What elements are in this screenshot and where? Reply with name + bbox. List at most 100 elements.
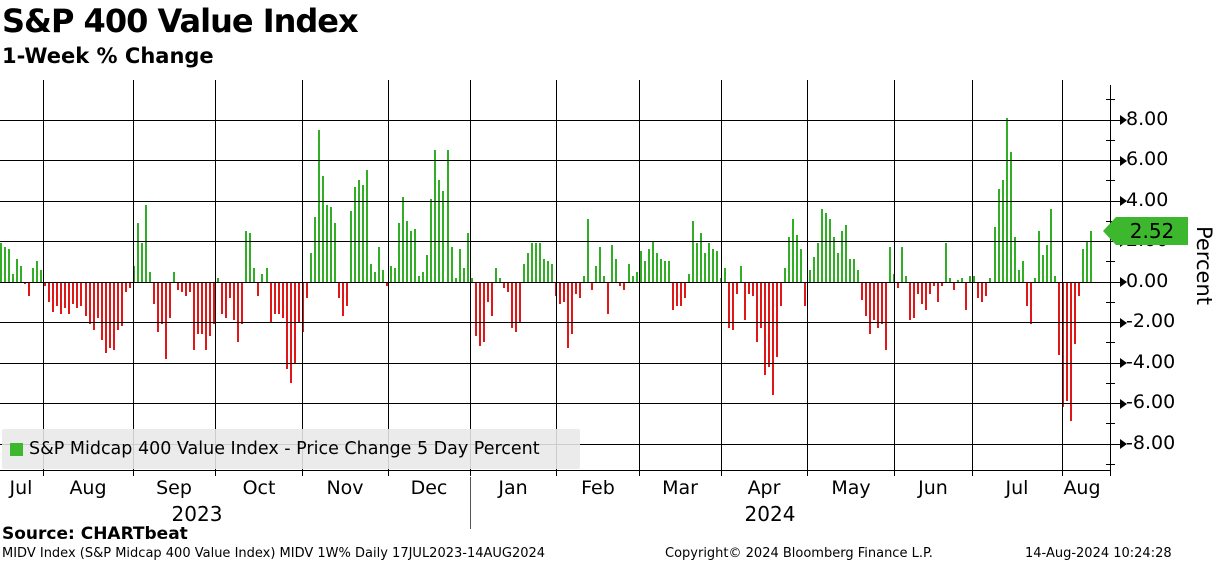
bar bbox=[366, 170, 368, 282]
bar bbox=[205, 281, 208, 351]
bar bbox=[703, 253, 706, 282]
footer-info-right: 14-Aug-2024 10:24:28 bbox=[1025, 546, 1172, 561]
bar bbox=[623, 281, 626, 290]
bar bbox=[32, 267, 35, 282]
y-minor-tick bbox=[1106, 342, 1115, 344]
y-tick-arrow-icon bbox=[1120, 196, 1127, 207]
footer-info-center: Copyright© 2024 Bloomberg Finance L.P. bbox=[665, 546, 933, 561]
bar bbox=[969, 275, 972, 282]
bar bbox=[253, 267, 256, 282]
year-label: 2024 bbox=[744, 502, 796, 526]
x-tick bbox=[807, 471, 808, 476]
bar bbox=[56, 281, 59, 306]
bar bbox=[386, 281, 389, 286]
bar bbox=[876, 281, 879, 329]
bar bbox=[615, 259, 618, 282]
bar bbox=[281, 281, 284, 319]
bar bbox=[880, 281, 883, 325]
chart-title: S&P 400 Value Index bbox=[2, 2, 359, 40]
bar bbox=[655, 253, 658, 282]
bar bbox=[317, 129, 320, 282]
bar bbox=[945, 243, 948, 282]
bar bbox=[905, 275, 907, 282]
bar bbox=[96, 281, 99, 319]
bar bbox=[422, 271, 425, 282]
gridline-h bbox=[0, 119, 1110, 121]
bar bbox=[430, 198, 433, 282]
bar bbox=[245, 231, 248, 282]
bar bbox=[201, 281, 204, 335]
bar bbox=[675, 281, 678, 306]
bar bbox=[241, 281, 244, 325]
bar bbox=[997, 188, 1000, 282]
bar bbox=[506, 281, 509, 292]
bar bbox=[526, 253, 529, 282]
x-tick bbox=[388, 471, 389, 476]
bar bbox=[120, 281, 123, 327]
bar bbox=[173, 271, 175, 282]
month-label: Apr bbox=[747, 477, 781, 499]
bar bbox=[72, 281, 75, 304]
year-label: 2023 bbox=[171, 502, 223, 526]
y-tick bbox=[1110, 322, 1122, 324]
y-tick bbox=[1110, 160, 1122, 162]
bar bbox=[124, 281, 127, 292]
bar bbox=[92, 281, 95, 331]
bar bbox=[28, 281, 31, 296]
bar bbox=[547, 261, 549, 282]
last-value-tag-arrow bbox=[1103, 216, 1116, 245]
bar bbox=[627, 263, 630, 282]
bar bbox=[305, 281, 308, 298]
month-label: Mar bbox=[662, 477, 698, 499]
bar bbox=[740, 265, 743, 282]
bar bbox=[148, 271, 151, 282]
bar bbox=[490, 281, 493, 317]
month-label: Dec bbox=[410, 477, 448, 499]
plot-area bbox=[0, 80, 1110, 470]
bar bbox=[651, 241, 654, 282]
bar bbox=[567, 281, 570, 349]
bar bbox=[965, 281, 968, 310]
y-tick-label: -6.00 bbox=[1126, 391, 1176, 414]
y-minor-tick bbox=[1106, 382, 1115, 384]
bar bbox=[498, 277, 501, 282]
bar bbox=[671, 281, 674, 310]
bar bbox=[446, 150, 449, 282]
bar bbox=[333, 223, 336, 282]
y-axis-line bbox=[1110, 85, 1111, 476]
bar bbox=[349, 210, 352, 282]
y-tick bbox=[1110, 443, 1122, 445]
bar bbox=[933, 281, 936, 286]
y-tick-arrow-icon bbox=[1120, 439, 1127, 450]
gridline-h bbox=[0, 160, 1110, 162]
gridline-v bbox=[215, 80, 216, 470]
y-minor-tick bbox=[1106, 139, 1115, 141]
bar bbox=[559, 281, 562, 304]
x-tick bbox=[556, 471, 557, 476]
bar bbox=[635, 271, 638, 282]
chart-subtitle: 1-Week % Change bbox=[2, 44, 214, 68]
bar bbox=[289, 281, 292, 383]
x-tick bbox=[133, 471, 134, 476]
gridline-h bbox=[0, 322, 1110, 324]
bar bbox=[768, 281, 771, 367]
gridline-h bbox=[0, 362, 1110, 364]
bar bbox=[185, 281, 187, 296]
bar bbox=[100, 281, 103, 341]
y-tick bbox=[1110, 200, 1122, 202]
bar bbox=[530, 243, 533, 282]
bar bbox=[4, 247, 6, 282]
bar bbox=[824, 212, 827, 282]
month-label: Sep bbox=[156, 477, 192, 499]
bar bbox=[168, 281, 171, 319]
bar bbox=[989, 277, 992, 282]
bar bbox=[402, 196, 405, 282]
y-tick-label: 4.00 bbox=[1126, 188, 1169, 211]
bar bbox=[454, 277, 457, 282]
bar bbox=[792, 218, 795, 282]
bar bbox=[229, 281, 232, 298]
bar bbox=[390, 265, 393, 282]
bar bbox=[929, 281, 932, 294]
y-tick-arrow-icon bbox=[1120, 115, 1127, 126]
y-tick bbox=[1110, 403, 1122, 405]
